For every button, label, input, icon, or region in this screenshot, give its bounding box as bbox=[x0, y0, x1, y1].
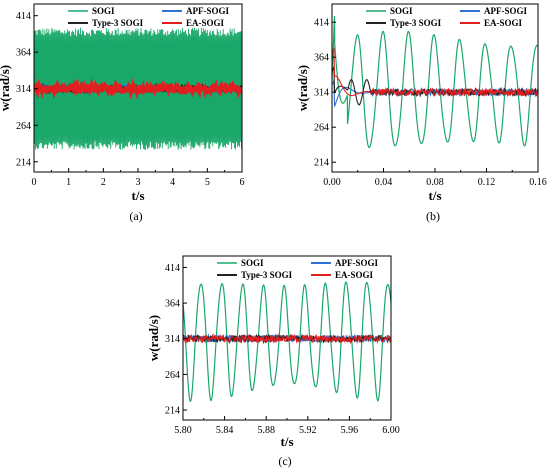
y-tick-label: 414 bbox=[165, 263, 180, 274]
y-tick-label: 314 bbox=[165, 334, 180, 345]
x-tick-label: 6.00 bbox=[382, 425, 400, 436]
legend-label: Type-3 SOGI bbox=[390, 18, 442, 28]
plot-area bbox=[183, 281, 391, 402]
series-line-sogi bbox=[332, 15, 538, 149]
chart-panel-a: 0 1 2 3 4 5 6 214 264 314 364 414 t/s w(rad/s) SOGI APF… bbox=[0, 3, 245, 223]
x-tick-label: 4 bbox=[170, 177, 175, 188]
legend-label: APF-SOGI bbox=[186, 6, 229, 16]
chart-panel-c: 5.80 5.84 5.88 5.92 5.96 6.00 214 264 314 364 414 t… bbox=[146, 255, 400, 468]
panel-caption: (a) bbox=[129, 209, 142, 223]
series-line-type-3-sogi bbox=[183, 333, 391, 345]
legend: SOGI APF-SOGI Type-3 SOGI EA-SOGI bbox=[217, 258, 378, 280]
x-tick-label: 5.88 bbox=[257, 425, 275, 436]
x-tick-label: 5.96 bbox=[341, 425, 359, 436]
y-tick-label: 314 bbox=[314, 88, 329, 99]
legend-label: EA-SOGI bbox=[186, 18, 225, 28]
legend-label: EA-SOGI bbox=[335, 270, 374, 280]
legend-label: APF-SOGI bbox=[484, 6, 527, 16]
x-axis-label: t/s bbox=[281, 434, 294, 449]
plot-area bbox=[34, 27, 242, 150]
y-tick-label: 264 bbox=[16, 121, 31, 132]
x-tick-label: 5.80 bbox=[174, 425, 192, 436]
legend-label: SOGI bbox=[92, 6, 115, 16]
y-tick-label: 364 bbox=[16, 48, 31, 59]
series-line-ea-sogi bbox=[332, 47, 538, 98]
x-tick-label: 0.08 bbox=[426, 177, 444, 188]
y-axis-label: w(rad/s) bbox=[0, 65, 12, 111]
series-line-ea-sogi bbox=[183, 333, 391, 345]
x-tick-label: 2 bbox=[101, 177, 106, 188]
y-axis-label: w(rad/s) bbox=[146, 315, 161, 361]
series-line-sogi bbox=[183, 281, 391, 402]
x-axis-label: t/s bbox=[429, 188, 442, 203]
legend-label: Type-3 SOGI bbox=[241, 270, 293, 280]
y-tick-label: 364 bbox=[165, 299, 180, 310]
series-line-ea-sogi bbox=[34, 77, 242, 100]
y-tick-label: 264 bbox=[314, 123, 329, 134]
legend: SOGI APF-SOGI Type-3 SOGI EA-SOGI bbox=[366, 6, 527, 28]
x-tick-label: 5 bbox=[205, 177, 210, 188]
series-line-sogi bbox=[34, 27, 242, 150]
chart-panel-b: 0.00 0.04 0.08 0.12 0.16 214 264 314 364 414 t/s w(… bbox=[295, 3, 547, 223]
x-tick-label: 0.04 bbox=[375, 177, 393, 188]
legend-label: APF-SOGI bbox=[335, 258, 378, 268]
y-axis-label: w(rad/s) bbox=[295, 65, 310, 111]
y-tick-label: 214 bbox=[16, 157, 31, 168]
legend-label: EA-SOGI bbox=[484, 18, 523, 28]
y-tick-label: 414 bbox=[314, 18, 329, 29]
legend-label: Type-3 SOGI bbox=[92, 18, 144, 28]
x-tick-label: 0.00 bbox=[323, 177, 341, 188]
legend-label: SOGI bbox=[241, 258, 264, 268]
x-tick-label: 6 bbox=[240, 177, 245, 188]
x-tick-label: 5.92 bbox=[299, 425, 317, 436]
x-tick-label: 0 bbox=[32, 177, 37, 188]
plot-area bbox=[332, 15, 538, 149]
x-tick-label: 1 bbox=[66, 177, 71, 188]
x-tick-label: 0.16 bbox=[529, 177, 547, 188]
legend: SOGI APF-SOGI Type-3 SOGI EA-SOGI bbox=[68, 6, 229, 28]
x-tick-label: 3 bbox=[136, 177, 141, 188]
x-axis-label: t/s bbox=[132, 188, 145, 203]
y-tick-label: 214 bbox=[314, 158, 329, 169]
x-tick-label: 5.84 bbox=[216, 425, 234, 436]
y-tick-label: 314 bbox=[16, 84, 31, 95]
y-tick-label: 214 bbox=[165, 406, 180, 417]
y-tick-label: 414 bbox=[16, 11, 31, 22]
panel-caption: (b) bbox=[426, 209, 440, 223]
x-tick-label: 0.12 bbox=[478, 177, 496, 188]
y-tick-label: 364 bbox=[314, 53, 329, 64]
panel-caption: (c) bbox=[278, 454, 291, 468]
legend-label: SOGI bbox=[390, 6, 413, 16]
y-tick-label: 264 bbox=[165, 370, 180, 381]
